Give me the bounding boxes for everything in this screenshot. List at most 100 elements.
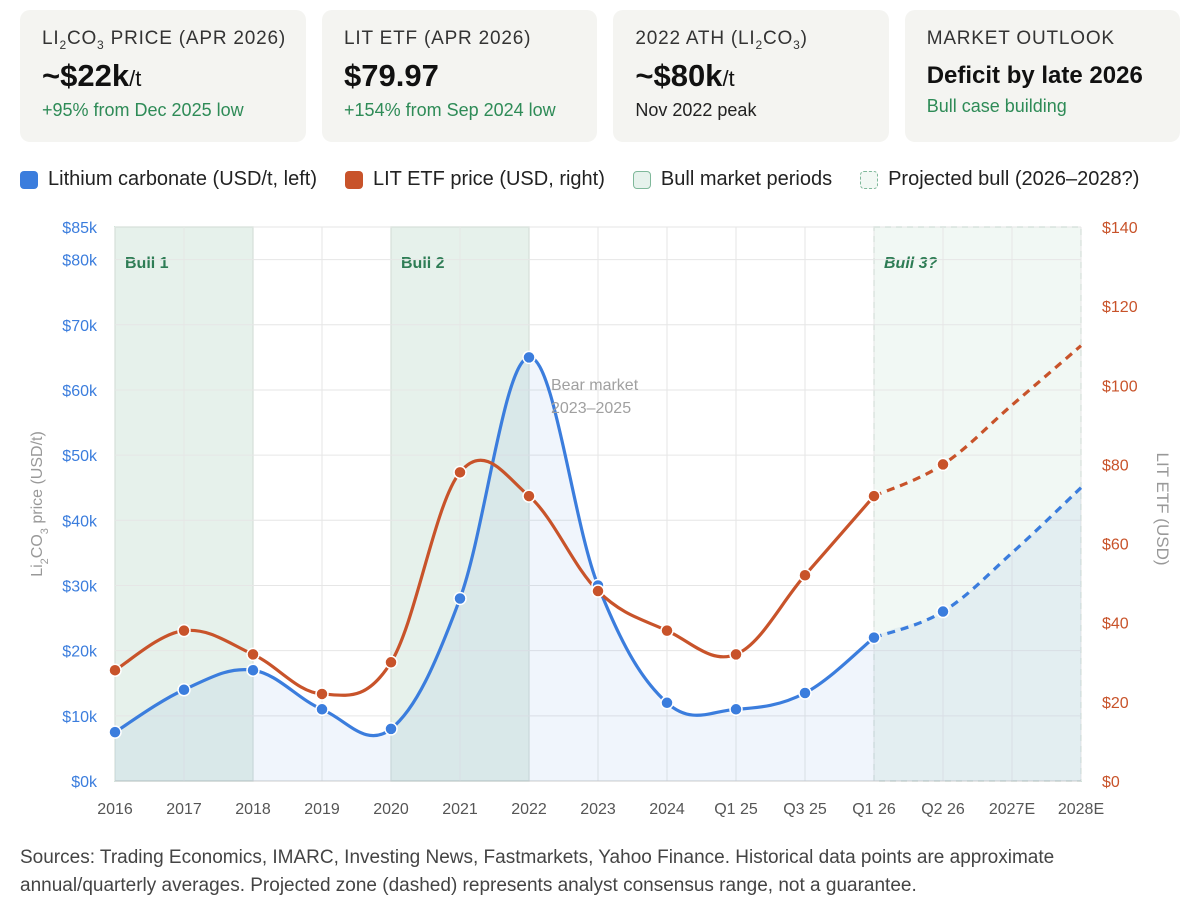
card-note: Bull case building	[926, 96, 1067, 116]
lit-etf-point	[108, 663, 122, 677]
y-left-tick-label: $80k	[62, 253, 98, 270]
lit-etf-point	[867, 489, 881, 503]
legend-swatch-blue	[20, 170, 38, 189]
legend-item-bull[interactable]: Bull market periods	[632, 168, 833, 191]
lithium-point	[177, 683, 191, 697]
bull-period-label: Bull 1	[125, 255, 169, 272]
dual-axis-chart: Bull 1 Bull 2 Bull 3? $0k$10k$20k$30k$40k$…	[29, 220, 1172, 818]
lithium-point	[798, 686, 812, 700]
card-note: +154% from Sep 2024 low	[344, 100, 556, 120]
x-tick-label: 2017	[166, 801, 202, 818]
chart-labels: $0k $10k $20k $30k $40k $50k $60k $70k $80k $85k $…	[29, 220, 1172, 818]
bull-period-label: Bull 3?	[884, 255, 938, 272]
area-fills	[115, 357, 1081, 781]
x-tick-label: 2021	[442, 801, 478, 818]
y-left-tick-label: $20k	[62, 644, 98, 661]
lit-etf-point	[246, 647, 260, 662]
x-tick-label: 2016	[97, 801, 133, 818]
lit-etf-point	[177, 623, 191, 638]
x-tick-label: Q2 26	[921, 801, 965, 818]
lithium-point	[384, 722, 398, 736]
series-points	[108, 350, 950, 739]
card-label: LI2CO3 PRICE (APR 2026)	[42, 28, 287, 52]
lit-etf-point	[660, 623, 674, 638]
x-tick-label: 2024	[649, 801, 685, 818]
stat-card-2022-ath: 2022 ATH (LI2CO3) ~$80k/t Nov 2022 peak	[613, 10, 889, 142]
y-right-tick-label: $80	[1102, 457, 1129, 474]
lit-etf-point	[315, 687, 329, 701]
card-value: ~$80k/t	[635, 58, 735, 93]
grid-lines	[114, 226, 1082, 782]
y-right-tick-label: $0	[1102, 774, 1120, 791]
x-tick-label: 2020	[373, 801, 409, 818]
stat-card-li2co3-price: LI2CO3 PRICE (APR 2026) ~$22k/t +95% fro…	[20, 10, 307, 142]
y-left-tick-label: $30k	[62, 578, 98, 595]
x-tick-label: 2027E	[989, 801, 1035, 818]
y-right-axis-title: LIT ETF (USD)	[1153, 452, 1172, 565]
card-label: LIT ETF (APR 2026)	[344, 28, 532, 49]
x-tick-label: 2018	[235, 801, 271, 818]
card-label: MARKET OUTLOOK	[926, 28, 1115, 49]
x-tick-label: 2028E	[1058, 801, 1104, 818]
legend-swatch-projected	[860, 170, 879, 189]
y-left-tick-label: $0k	[71, 774, 98, 791]
lit-etf-point	[453, 465, 467, 480]
x-tick-label: Q1 25	[714, 801, 758, 818]
legend-label: LIT ETF price (USD, right)	[373, 168, 605, 190]
legend-item-lithium[interactable]: Lithium carbonate (USD/t, left)	[20, 168, 317, 191]
bear-market-annotation: Bear market	[551, 377, 639, 394]
y-left-tick-label: $70k	[62, 318, 98, 335]
legend-swatch-bull	[632, 170, 651, 189]
legend-swatch-orange	[345, 170, 363, 189]
y-right-tick-label: $60	[1102, 537, 1129, 554]
stat-cards: LI2CO3 PRICE (APR 2026) ~$22k/t +95% fro…	[20, 10, 1181, 142]
lit-etf-point	[384, 655, 398, 670]
lithium-point	[867, 630, 881, 645]
lithium-point	[729, 702, 743, 717]
lithium-point	[522, 350, 536, 365]
y-left-tick-label: $85k	[62, 220, 98, 237]
lithium-point	[246, 663, 260, 677]
y-right-tick-label: $120	[1102, 299, 1138, 316]
x-tick-label: 2022	[511, 801, 547, 818]
y-left-tick-label: $40k	[62, 513, 98, 530]
y-right-tick-label: $40	[1102, 616, 1129, 633]
y-left-axis-title: Li2CO3 price (USD/t)	[29, 431, 51, 577]
card-note: Nov 2022 peak	[635, 100, 757, 120]
y-right-tick-label: $100	[1102, 378, 1138, 395]
lit-etf-point	[936, 457, 950, 472]
card-note: +95% from Dec 2025 low	[42, 100, 244, 120]
x-tick-label: 2019	[304, 801, 340, 818]
y-left-tick-label: $50k	[62, 448, 98, 465]
y-right-tick-label: $20	[1102, 695, 1129, 712]
x-tick-label: Q3 25	[783, 801, 827, 818]
legend-label: Lithium carbonate (USD/t, left)	[48, 168, 317, 190]
y-right-tick-label: $140	[1102, 220, 1138, 237]
lit-etf-projected-line	[873, 344, 1083, 498]
lithium-point	[108, 725, 122, 739]
lithium-point	[315, 702, 329, 717]
x-tick-label: Q1 26	[852, 801, 896, 818]
lithium-area-fill	[115, 357, 1081, 781]
legend-item-projected[interactable]: Projected bull (2026–2028?)	[860, 168, 1139, 191]
x-tick-label: 2023	[580, 801, 616, 818]
lit-etf-point	[591, 584, 605, 598]
card-value: $79.97	[344, 58, 439, 93]
card-label: 2022 ATH (LI2CO3)	[635, 28, 808, 52]
bull-period-zone	[873, 226, 1082, 782]
card-value: Deficit by late 2026	[926, 62, 1143, 89]
legend-label: Projected bull (2026–2028?)	[888, 168, 1140, 190]
y-left-tick-label: $60k	[62, 383, 98, 400]
legend-item-lit-etf[interactable]: LIT ETF price (USD, right)	[345, 168, 605, 191]
lithium-point	[660, 696, 674, 710]
card-value: ~$22k/t	[42, 58, 142, 93]
lithium-projected-line	[873, 486, 1083, 640]
sources-note: Sources: Trading Economics, IMARC, Inves…	[20, 847, 1055, 896]
legend-label: Bull market periods	[660, 168, 833, 190]
bear-market-annotation: 2023–2025	[551, 400, 631, 417]
y-left-tick-label: $10k	[62, 709, 98, 726]
bull-period-label: Bull 2	[401, 255, 445, 272]
lithium-point	[936, 604, 950, 619]
lit-etf-point	[522, 489, 536, 503]
stat-card-market-outlook: MARKET OUTLOOK Deficit by late 2026 Bull…	[904, 10, 1181, 142]
